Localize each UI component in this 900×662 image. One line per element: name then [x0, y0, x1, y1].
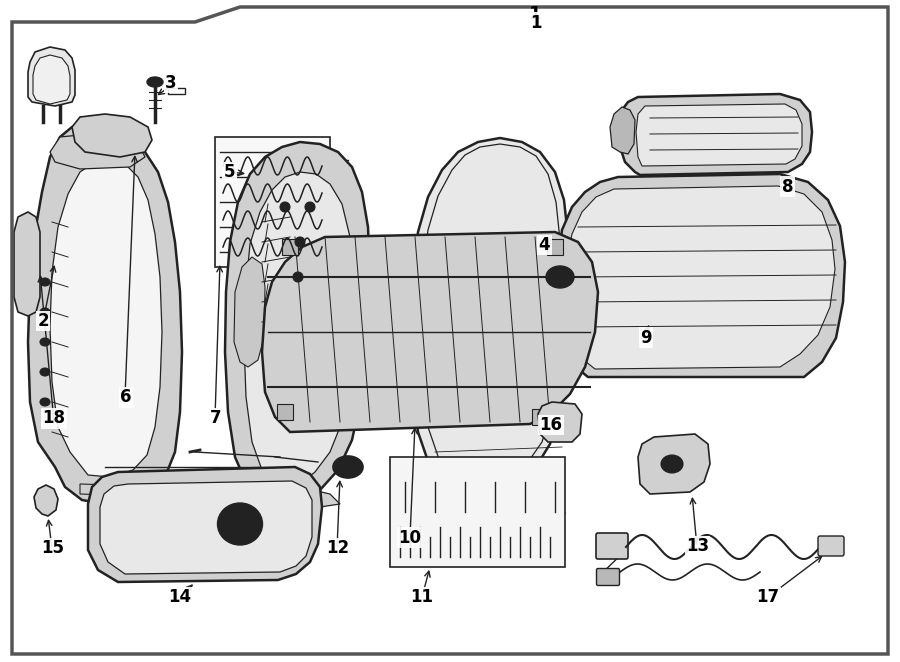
- Polygon shape: [14, 212, 40, 316]
- Polygon shape: [538, 402, 582, 442]
- Text: 12: 12: [326, 539, 349, 557]
- Text: 13: 13: [686, 537, 709, 555]
- Polygon shape: [610, 107, 635, 154]
- Polygon shape: [390, 457, 565, 567]
- Polygon shape: [454, 472, 546, 494]
- Ellipse shape: [546, 266, 574, 288]
- Polygon shape: [225, 142, 370, 504]
- Text: 2: 2: [38, 312, 49, 330]
- Polygon shape: [28, 47, 75, 106]
- Text: 14: 14: [168, 588, 192, 606]
- Ellipse shape: [224, 509, 256, 539]
- Text: 10: 10: [398, 528, 421, 547]
- Text: 8: 8: [782, 177, 793, 196]
- Polygon shape: [532, 409, 548, 425]
- Text: 11: 11: [410, 588, 433, 606]
- Polygon shape: [547, 239, 563, 255]
- Polygon shape: [282, 239, 298, 255]
- Polygon shape: [234, 257, 265, 367]
- Polygon shape: [72, 114, 152, 157]
- Polygon shape: [620, 94, 812, 175]
- Polygon shape: [215, 137, 330, 267]
- Circle shape: [280, 202, 290, 212]
- Ellipse shape: [40, 308, 50, 316]
- Text: 6: 6: [121, 388, 131, 406]
- Text: 9: 9: [641, 328, 652, 347]
- Ellipse shape: [147, 77, 163, 87]
- Ellipse shape: [40, 398, 50, 406]
- Ellipse shape: [40, 368, 50, 376]
- Polygon shape: [100, 481, 312, 574]
- Text: 1: 1: [530, 13, 541, 32]
- FancyBboxPatch shape: [818, 536, 844, 556]
- Polygon shape: [482, 482, 518, 487]
- Text: 1: 1: [529, 5, 541, 23]
- Circle shape: [305, 202, 315, 212]
- Ellipse shape: [661, 455, 683, 473]
- Ellipse shape: [218, 503, 263, 545]
- Polygon shape: [34, 485, 58, 516]
- Polygon shape: [277, 404, 293, 420]
- Text: 18: 18: [42, 409, 66, 428]
- Polygon shape: [558, 174, 845, 377]
- Polygon shape: [410, 138, 570, 494]
- Text: 3: 3: [166, 73, 176, 92]
- Polygon shape: [80, 484, 175, 497]
- Polygon shape: [50, 160, 162, 477]
- Circle shape: [293, 272, 303, 282]
- Text: 4: 4: [539, 236, 550, 254]
- Ellipse shape: [333, 456, 363, 478]
- Polygon shape: [50, 134, 145, 169]
- FancyBboxPatch shape: [596, 533, 628, 559]
- Circle shape: [295, 237, 305, 247]
- Polygon shape: [270, 487, 340, 510]
- Polygon shape: [262, 232, 598, 432]
- Polygon shape: [638, 434, 710, 494]
- Polygon shape: [33, 55, 70, 104]
- Polygon shape: [544, 254, 582, 322]
- Ellipse shape: [40, 278, 50, 286]
- Polygon shape: [28, 122, 182, 504]
- Text: 7: 7: [211, 409, 221, 428]
- Polygon shape: [566, 186, 835, 369]
- Polygon shape: [88, 467, 322, 582]
- Ellipse shape: [40, 338, 50, 346]
- Polygon shape: [244, 172, 354, 487]
- Text: 5: 5: [224, 163, 235, 181]
- Polygon shape: [636, 104, 802, 166]
- Text: 16: 16: [539, 416, 562, 434]
- Ellipse shape: [150, 79, 160, 85]
- FancyBboxPatch shape: [597, 569, 619, 585]
- Text: 17: 17: [756, 588, 779, 606]
- Text: 15: 15: [40, 539, 64, 557]
